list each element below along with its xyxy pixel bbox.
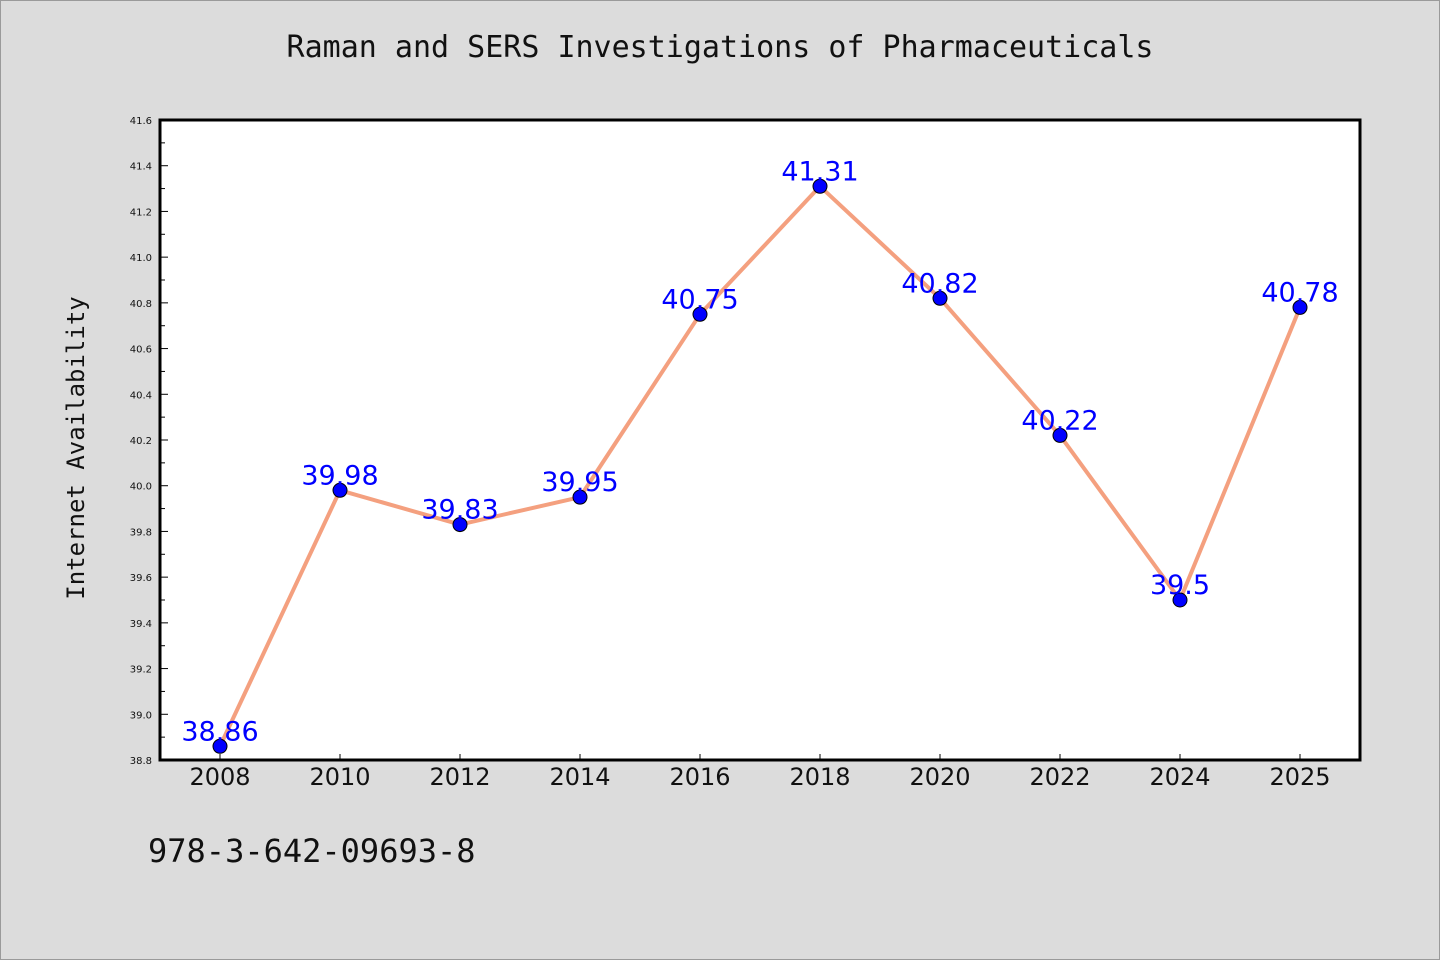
- x-tick-label: 2012: [429, 763, 490, 791]
- data-label: 39.98: [301, 460, 378, 491]
- x-tick-label: 2022: [1029, 763, 1090, 791]
- data-label: 40.22: [1021, 405, 1098, 436]
- data-point: [1172, 592, 1188, 608]
- y-tick-label: 40.2: [130, 436, 152, 447]
- data-label: 39.95: [541, 467, 618, 498]
- y-tick-label: 39.2: [130, 665, 152, 676]
- y-tick-label: 41.2: [130, 207, 152, 218]
- y-tick-label: 41.0: [130, 253, 152, 264]
- isbn-text: 978-3-642-09693-8: [148, 832, 476, 870]
- y-tick-label: 40.6: [130, 345, 152, 356]
- y-tick-label: 40.0: [130, 482, 152, 493]
- x-tick-label: 2016: [669, 763, 730, 791]
- series-layer: 38.86 39.98 39.83 39.95 40.75 41.31 40.82 40.22…: [181, 156, 1339, 754]
- y-tick-label: 41.4: [130, 162, 152, 173]
- data-point: [692, 306, 708, 322]
- series-line: [218, 184, 1302, 748]
- data-label: 40.82: [901, 268, 978, 299]
- x-tick-label: 2014: [549, 763, 610, 791]
- data-label: 40.75: [661, 284, 738, 315]
- data-point: [332, 482, 348, 498]
- y-tick-label: 39.4: [130, 619, 152, 630]
- chart-title: Raman and SERS Investigations of Pharmac…: [286, 30, 1154, 65]
- data-point: [932, 290, 948, 306]
- y-axis-label: Internet Availability: [62, 296, 90, 599]
- data-point: [212, 738, 228, 754]
- x-tick-label: 2024: [1149, 763, 1210, 791]
- y-tick-label: 41.6: [130, 116, 152, 127]
- data-label: 39.5: [1150, 570, 1210, 601]
- x-tick-label: 2025: [1269, 763, 1330, 791]
- x-axis: 2008 2010 2012 2014 2016 2018 2020 2022 2024 2025: [189, 754, 1331, 791]
- y-tick-label: 38.8: [130, 756, 152, 767]
- x-tick-label: 2008: [189, 763, 250, 791]
- y-tick-label: 40.4: [130, 390, 152, 401]
- x-tick-label: 2020: [909, 763, 970, 791]
- y-tick-label: 39.6: [130, 573, 152, 584]
- data-label: 38.86: [181, 716, 258, 747]
- y-tick-label: 39.0: [130, 710, 152, 721]
- plot-area: [158, 118, 1362, 762]
- data-point: [812, 178, 828, 194]
- data-label: 39.83: [421, 495, 498, 526]
- data-point: [572, 489, 588, 505]
- y-axis: 38.8 39.0 39.2 39.4 39.6 39.8 40.0 40.2 40.4 40.6…: [130, 116, 168, 767]
- y-tick-label: 40.8: [130, 299, 152, 310]
- data-point: [1052, 427, 1068, 443]
- x-tick-label: 2010: [309, 763, 370, 791]
- data-label: 41.31: [781, 156, 858, 187]
- data-point: [452, 517, 468, 533]
- data-point: [1292, 299, 1308, 315]
- data-label: 40.78: [1261, 277, 1338, 308]
- y-tick-label: 39.8: [130, 527, 152, 538]
- x-tick-label: 2018: [789, 763, 850, 791]
